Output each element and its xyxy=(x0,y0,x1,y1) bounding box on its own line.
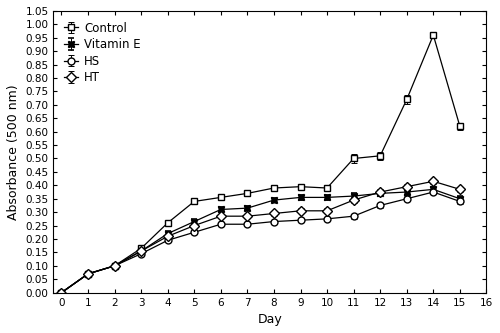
X-axis label: Day: Day xyxy=(258,313,282,326)
Y-axis label: Absorbance (500 nm): Absorbance (500 nm) xyxy=(7,84,20,219)
Legend: Control, Vitamin E, HS, HT: Control, Vitamin E, HS, HT xyxy=(60,17,146,89)
